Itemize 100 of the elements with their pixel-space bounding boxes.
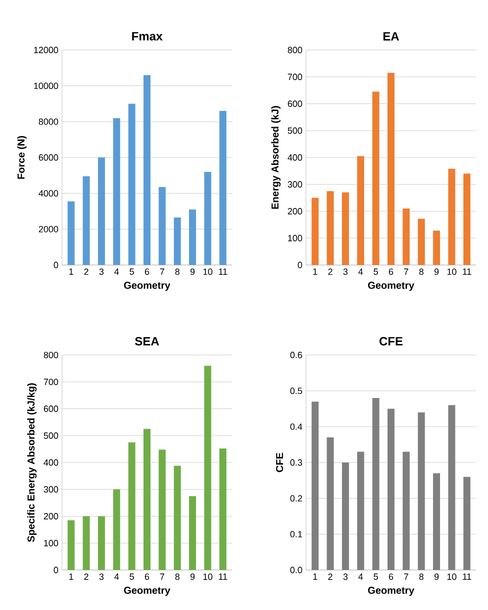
bar: [144, 75, 150, 265]
y-tick-label: 800: [44, 352, 58, 358]
bar: [326, 191, 334, 265]
bar: [158, 187, 166, 265]
bar: [463, 476, 470, 570]
bar: [388, 72, 395, 265]
y-tick-label: 700: [44, 378, 58, 386]
x-tick-label: 2: [328, 268, 332, 275]
x-tick-label: 2: [84, 574, 88, 580]
bar: [144, 428, 150, 570]
x-tick-label: 8: [419, 268, 424, 275]
x-tick-label: 1: [69, 268, 74, 275]
bar: [312, 198, 319, 265]
y-tick-label: 0.1: [290, 530, 302, 538]
x-tick-label: 6: [388, 574, 394, 580]
x-tick-label: 7: [160, 574, 164, 580]
x-tick-label: 6: [388, 268, 394, 275]
y-tick-label: 0.5: [290, 388, 302, 394]
x-tick-label: 3: [99, 268, 104, 275]
y-axis-title: Specific Energy Absorbed (kJ/kg): [27, 383, 37, 542]
bar: [448, 168, 456, 265]
x-tick-label: 11: [218, 574, 228, 580]
x-tick-label: 5: [130, 574, 134, 580]
bar: [174, 466, 181, 570]
chart-title: CFE: [379, 336, 403, 346]
y-tick-label: 0: [298, 262, 302, 268]
chart-title: EA: [383, 32, 400, 40]
x-tick-label: 10: [203, 574, 212, 580]
bar: [98, 516, 105, 570]
x-tick-label: 6: [144, 574, 150, 580]
x-axis-title: Geometry: [124, 282, 170, 291]
bar: [174, 218, 181, 265]
x-axis-title: Geometry: [124, 586, 170, 596]
x-tick-label: 2: [328, 574, 332, 580]
bar: [128, 104, 136, 265]
x-axis-title: Geometry: [368, 586, 414, 596]
y-tick-label: 4000: [38, 190, 58, 197]
x-tick-label: 8: [419, 574, 424, 580]
bar: [326, 437, 334, 570]
bar: [113, 118, 120, 265]
y-tick-label: 6000: [38, 154, 58, 161]
bar: [418, 412, 425, 570]
x-tick-label: 6: [144, 268, 150, 275]
x-tick-label: 1: [313, 574, 318, 580]
y-axis-title: Force (N): [17, 136, 27, 179]
bar: [82, 516, 90, 570]
y-tick-label: 0.3: [290, 459, 302, 466]
y-tick-label: 200: [288, 208, 302, 214]
x-axis-title: Geometry: [368, 282, 414, 291]
x-tick-label: 9: [434, 268, 439, 275]
x-tick-label: 1: [313, 268, 318, 275]
x-tick-label: 4: [114, 574, 119, 580]
y-tick-label: 10000: [34, 82, 58, 90]
x-tick-label: 9: [190, 574, 195, 580]
bar: [204, 366, 212, 570]
x-tick-label: 7: [404, 574, 408, 580]
y-tick-label: 0.6: [290, 352, 302, 358]
bar: [402, 208, 410, 265]
bar: [204, 172, 212, 265]
x-tick-label: 10: [447, 574, 456, 580]
y-tick-label: 600: [44, 406, 58, 412]
bar: [372, 92, 380, 265]
bar: [372, 398, 380, 570]
y-axis-title: Energy Absorbed (kJ): [271, 106, 281, 209]
x-tick-label: 2: [84, 268, 88, 275]
y-tick-label: 100: [44, 540, 58, 546]
x-tick-label: 3: [343, 268, 348, 275]
y-tick-label: 8000: [38, 118, 58, 125]
y-tick-label: 500: [44, 432, 58, 439]
y-tick-label: 300: [44, 486, 58, 493]
bar: [357, 452, 364, 570]
y-tick-label: 400: [288, 154, 302, 161]
bar: [189, 209, 196, 265]
bar: [342, 192, 349, 265]
bar: [342, 462, 349, 570]
x-tick-label: 10: [447, 268, 456, 275]
bar: [82, 176, 90, 265]
x-tick-label: 11: [218, 268, 228, 275]
x-tick-label: 5: [130, 268, 134, 275]
bar: [113, 489, 120, 570]
bar: [448, 405, 456, 570]
x-tick-label: 9: [434, 574, 439, 580]
chart-title: Fmax: [132, 32, 163, 40]
y-tick-label: 0.2: [290, 495, 302, 502]
y-tick-label: 300: [288, 181, 302, 188]
y-tick-label: 100: [288, 234, 302, 242]
y-tick-label: 700: [288, 74, 302, 80]
x-tick-label: 11: [462, 268, 472, 275]
bar: [189, 496, 196, 570]
x-tick-label: 4: [358, 574, 363, 580]
bar: [433, 230, 440, 265]
bar: [463, 174, 470, 265]
bar: [98, 157, 105, 265]
y-tick-label: 0: [54, 566, 58, 574]
x-tick-label: 10: [203, 268, 212, 275]
x-tick-label: 4: [114, 268, 119, 275]
x-tick-label: 7: [160, 268, 164, 275]
y-tick-label: 400: [44, 459, 58, 466]
y-tick-label: 800: [288, 46, 302, 54]
y-tick-label: 0.0: [290, 566, 302, 574]
